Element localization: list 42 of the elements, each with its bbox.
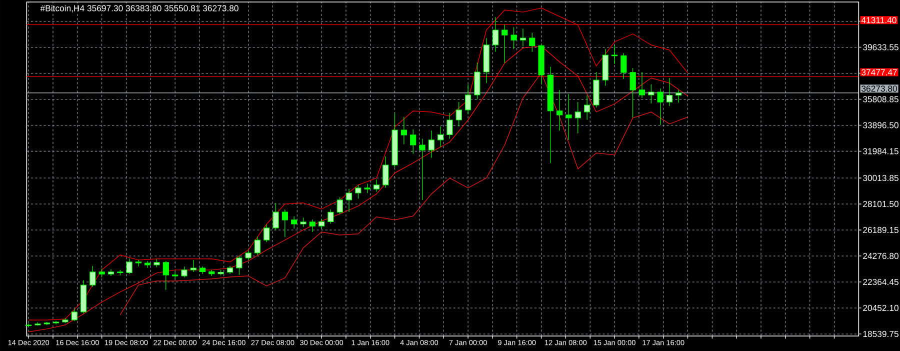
candlestick — [226, 266, 234, 274]
y-tick-label: 35808.85 — [863, 96, 898, 102]
candlestick — [566, 94, 572, 140]
candlestick — [52, 320, 60, 325]
ref-line-label: 36273.80 — [862, 86, 897, 92]
candlestick — [135, 259, 142, 267]
y-tick-label: 20452.10 — [863, 304, 898, 312]
y-tick-label: 28101.50 — [863, 200, 898, 208]
y-tick-label: 33896.50 — [863, 122, 898, 128]
candlestick — [172, 272, 178, 280]
candlestick — [318, 218, 325, 229]
candlestick — [254, 236, 261, 256]
candlestick — [282, 209, 288, 238]
candlestick — [520, 28, 526, 47]
candlestick — [438, 126, 444, 148]
candlestick — [162, 260, 169, 290]
candlestick — [547, 66, 554, 164]
candlestick — [666, 78, 673, 106]
candlestick — [199, 266, 206, 274]
y-tick-label: 31984.15 — [863, 148, 898, 154]
candlestick — [584, 94, 590, 120]
ref-line-label: 37477.47 — [862, 69, 897, 76]
candlestick — [556, 90, 563, 131]
y-tick-label: 30013.85 — [863, 174, 898, 182]
candlestick — [630, 68, 636, 118]
candlestick — [492, 16, 499, 52]
candlestick — [638, 72, 646, 98]
candlestick — [611, 44, 618, 64]
candlestick — [373, 179, 380, 192]
y-tick-label: 22364.45 — [863, 278, 898, 286]
y-tick-label: 18539.75 — [863, 330, 898, 338]
y-tick-label: 24276.80 — [863, 252, 898, 260]
ref-line-label: 41311.40 — [861, 17, 896, 24]
candlestick — [464, 84, 472, 115]
y-tick-label: 26189.15 — [863, 226, 898, 234]
chart-title: #Bitcoin,H4 35697.30 36383.80 35550.81 36273.80 — [40, 4, 238, 12]
candlestick — [80, 280, 87, 314]
candlestick — [108, 268, 114, 276]
candlestick — [574, 102, 581, 134]
candlestick — [346, 188, 352, 212]
y-tick-label: 39633.55 — [863, 44, 898, 50]
candlestick — [400, 116, 407, 144]
